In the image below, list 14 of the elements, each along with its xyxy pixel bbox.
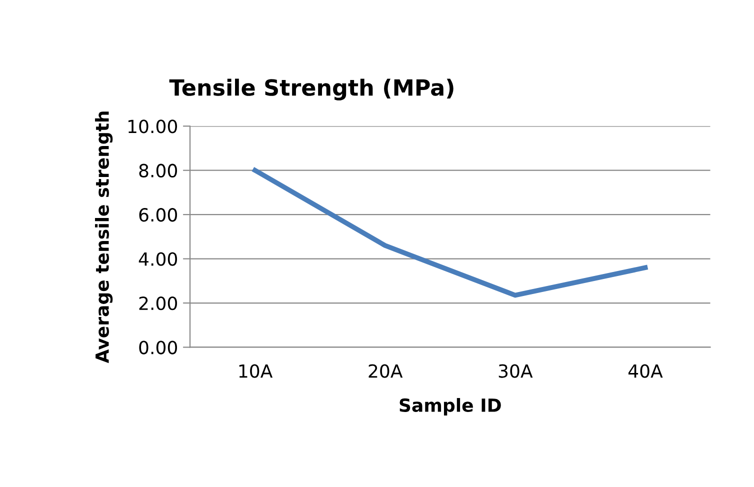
x-tick-label: 20A bbox=[368, 364, 403, 378]
y-tick-label: 6.00 bbox=[139, 208, 178, 222]
y-tick-label: 4.00 bbox=[138, 252, 178, 266]
x-tick-label: 10A bbox=[239, 364, 273, 378]
y-tick-label: 0.00 bbox=[139, 340, 178, 354]
x-tick-label: 40A bbox=[628, 364, 663, 378]
y-tick-label: 8.00 bbox=[139, 164, 178, 178]
y-tick-label: 10.00 bbox=[128, 120, 178, 134]
line-series bbox=[252, 168, 648, 298]
chart-title: Tensile Strength (MPa) bbox=[169, 78, 454, 100]
y-tick-label: 2.00 bbox=[139, 296, 178, 310]
x-axis-title: Sample ID bbox=[400, 398, 501, 416]
y-axis-title: Average tensile strength bbox=[95, 112, 113, 364]
x-tick-label: 30A bbox=[498, 364, 533, 378]
